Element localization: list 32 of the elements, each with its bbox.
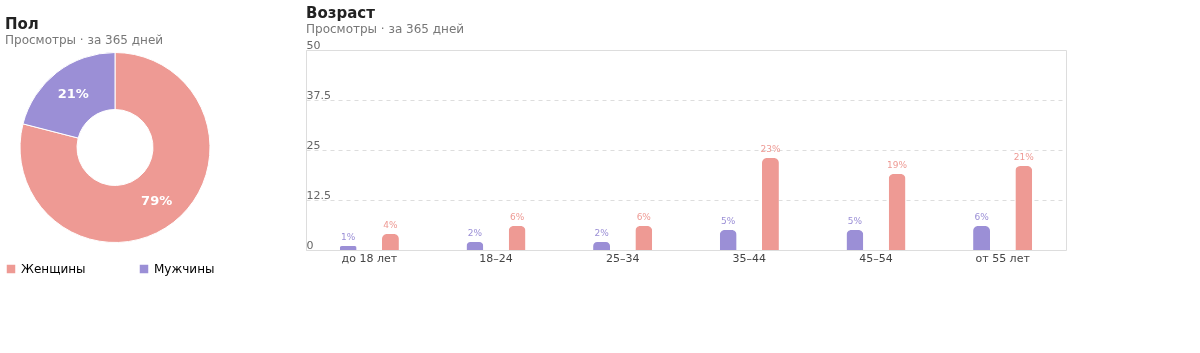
y-tick-label: 0	[306, 238, 314, 252]
x-tick-label: 25–34	[605, 251, 640, 265]
data-label: 6%	[636, 212, 652, 222]
x-tick-label: 35–44	[732, 251, 767, 265]
x-tick-label: 45–54	[859, 251, 893, 265]
data-label: 5%	[847, 216, 863, 226]
data-label: 5%	[721, 216, 736, 226]
legend-label: Мужчины	[154, 262, 215, 276]
chart-title: Возраст	[306, 4, 376, 22]
y-tick-label: 37.5	[306, 88, 331, 102]
data-label: 21%	[1013, 152, 1035, 162]
chart-title: Пол	[5, 15, 39, 33]
data-label: 79%	[141, 193, 173, 209]
data-label: 2%	[467, 228, 483, 238]
y-tick-label: 12.5	[306, 188, 331, 202]
chart-subtitle: Просмотры · за 365 дней	[5, 33, 164, 47]
donut-slice	[19, 52, 211, 243]
y-tick-label: 50	[306, 38, 321, 52]
data-label: 19%	[887, 160, 908, 170]
data-label: 1%	[341, 232, 356, 242]
data-label: 6%	[974, 212, 990, 222]
data-label: 2%	[594, 228, 610, 238]
y-tick-label: 25	[306, 138, 321, 152]
x-tick-label: от 55 лет	[975, 251, 1031, 265]
data-label: 4%	[383, 220, 399, 230]
data-label: 23%	[760, 144, 781, 154]
data-label: 21%	[57, 85, 89, 101]
x-tick-label: до 18 лет	[341, 251, 398, 265]
legend-label: Женщины	[21, 262, 86, 276]
chart-subtitle: Просмотры · за 365 дней	[306, 22, 465, 36]
data-label: 6%	[509, 212, 525, 222]
x-tick-label: 18–24	[479, 251, 513, 265]
